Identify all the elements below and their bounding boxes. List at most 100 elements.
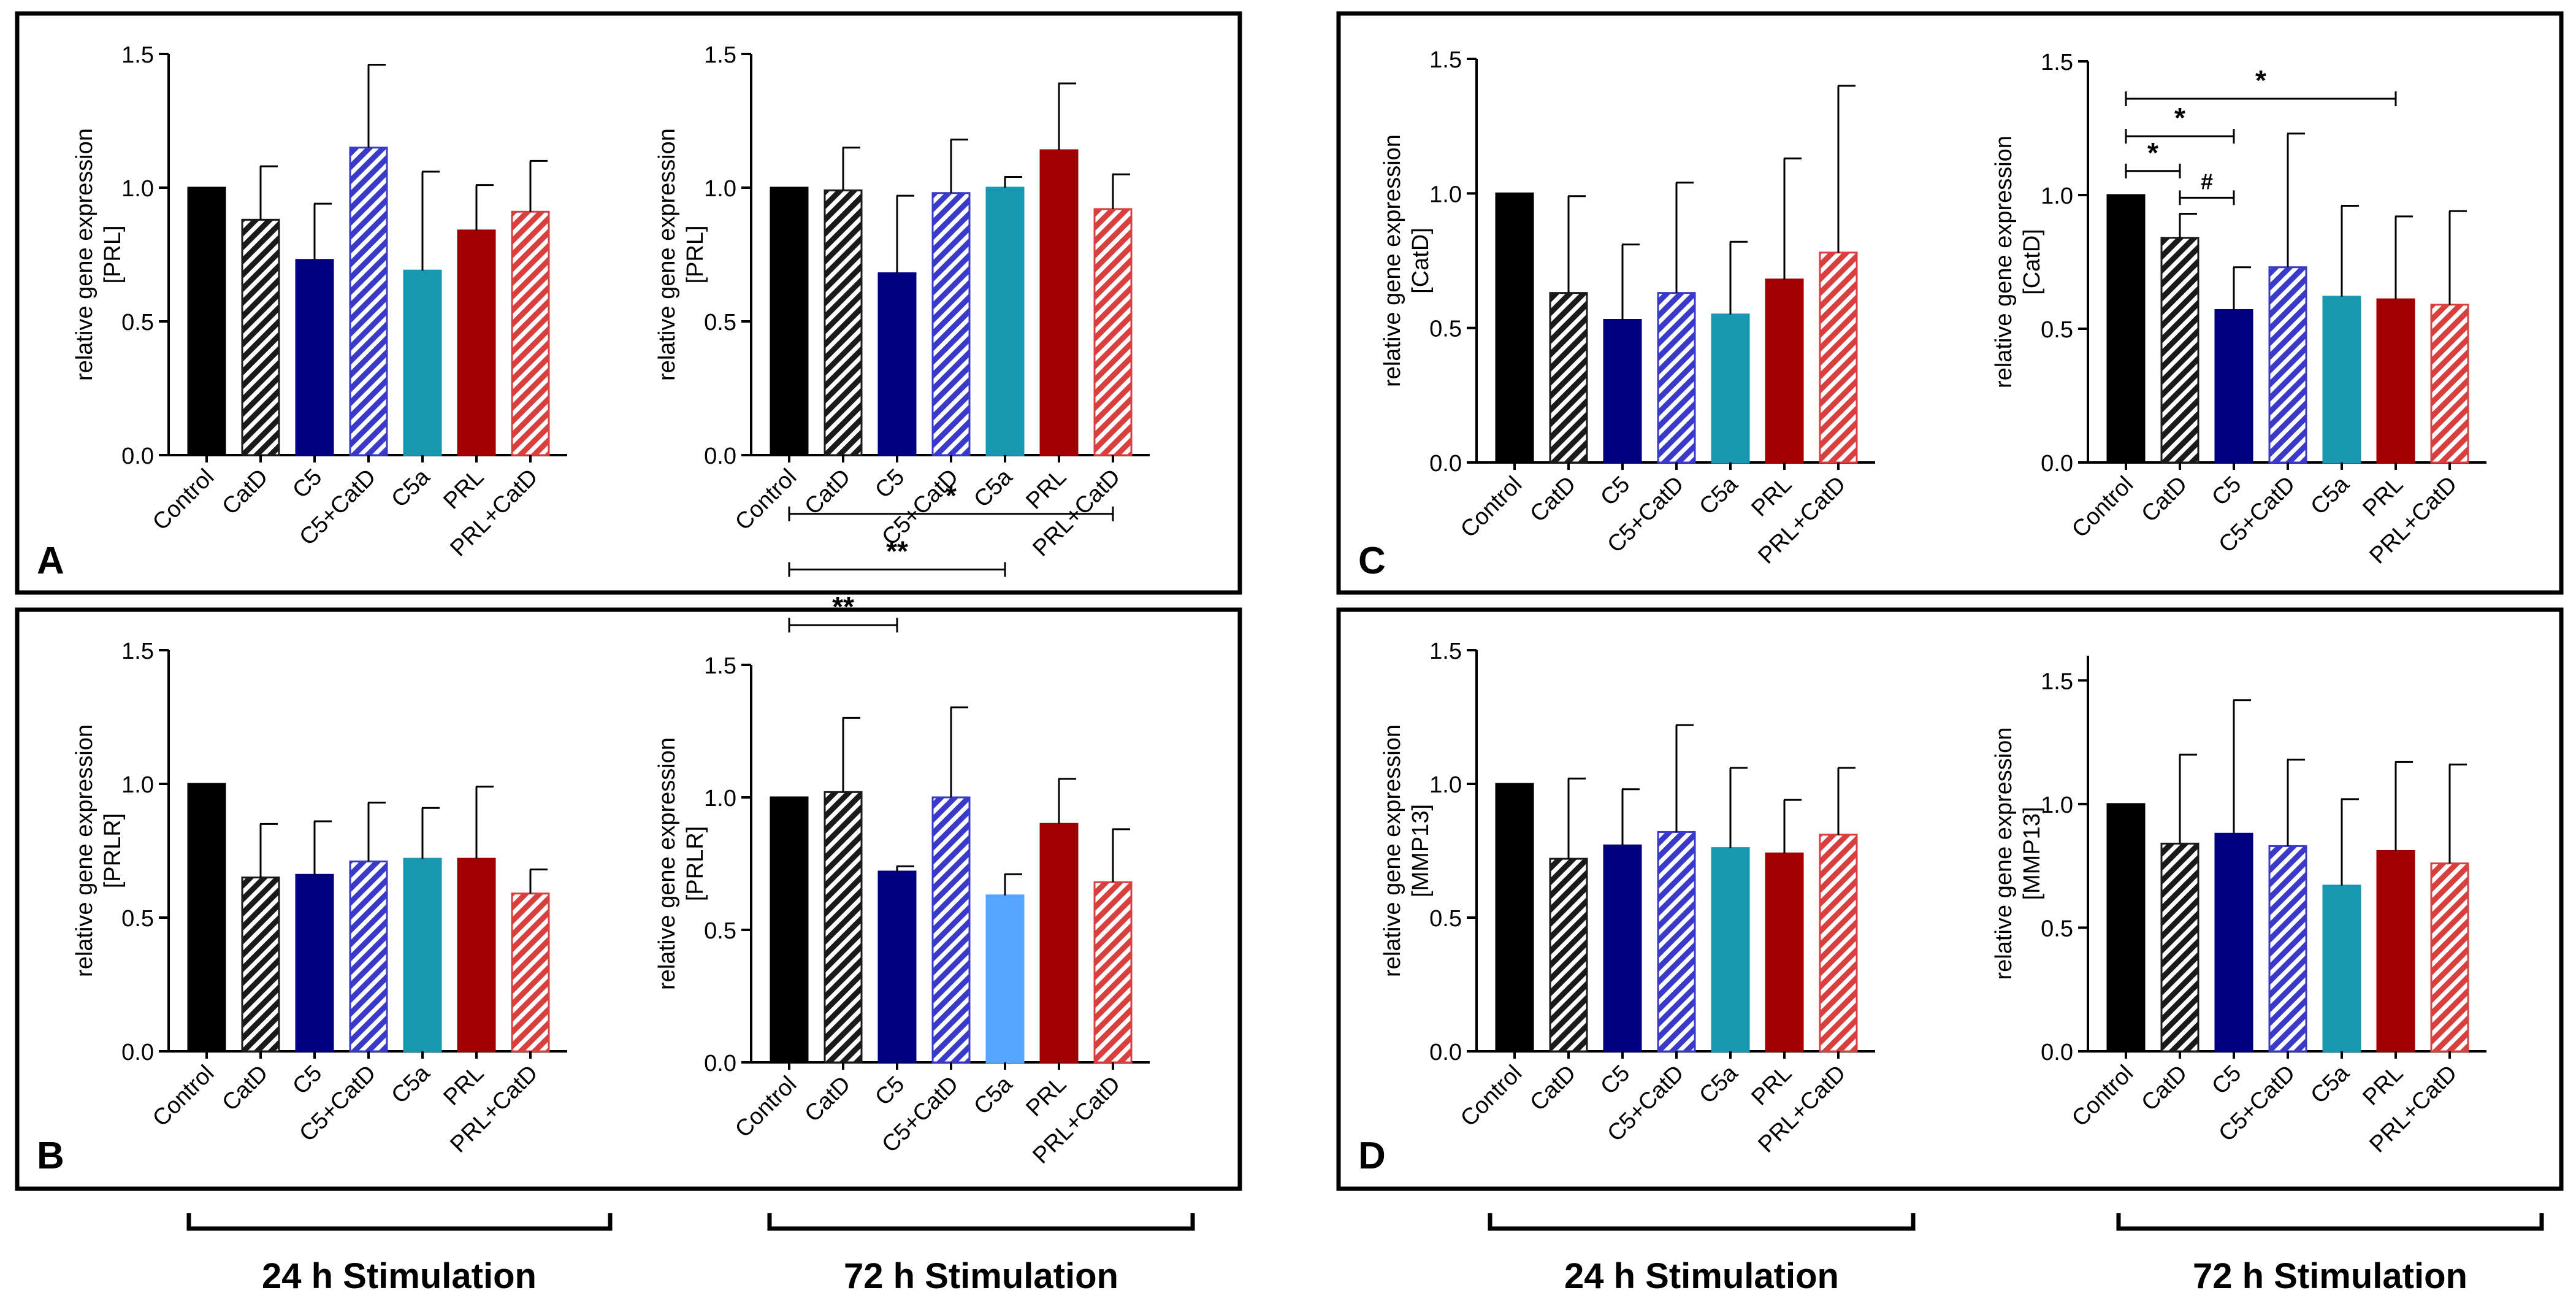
y-tick-label: 0.5 — [2041, 317, 2073, 343]
x-tick-label: CatD — [1525, 472, 1581, 527]
bar-prl — [1765, 278, 1804, 464]
chart-b-72h: 0.0 0.5 1.0 1.5 relative gene expression [PRL… — [654, 480, 1150, 1169]
bar-control — [2106, 803, 2146, 1053]
y-axis-title-line1: relative gene expression — [72, 128, 97, 381]
significance-label: * — [2147, 137, 2158, 169]
x-tick-label: C5a — [2306, 1060, 2355, 1109]
y-tick-label: 0.5 — [1429, 906, 1462, 932]
y-tick-label: 0.0 — [1429, 451, 1462, 477]
panel-frame-c — [1336, 11, 2564, 595]
x-tick-label: C5a — [2306, 471, 2355, 520]
bar-c5a — [2322, 884, 2361, 1053]
chart-c-72h: 0.0 0.5 1.0 1.5 relative gene expression [Cat… — [1991, 50, 2486, 569]
bar-prl — [1039, 149, 1079, 456]
y-tick-label: 1.5 — [2041, 669, 2073, 694]
bar-control — [2106, 194, 2146, 464]
y-tick-label: 1.0 — [2041, 792, 2073, 818]
significance-label: * — [2255, 64, 2266, 96]
bar-prl-catd — [1819, 251, 1858, 464]
bar-prl — [457, 857, 496, 1053]
bar-catd — [824, 189, 863, 456]
chart-c-24h: 0.0 0.5 1.0 1.5 relative gene expression [Cat… — [1380, 47, 1875, 569]
y-tick-label: 0.5 — [2041, 916, 2073, 942]
y-tick-label: 0.0 — [1429, 1040, 1462, 1065]
chart-d-24h: 0.0 0.5 1.0 1.5 relative gene expression [MMP… — [1380, 639, 1875, 1158]
bar-prl — [1765, 852, 1804, 1053]
x-tick-label: C5 — [288, 1061, 327, 1100]
y-axis-title: relative gene expression [CatD] — [1380, 134, 1434, 387]
time-bracket-2 — [767, 1213, 1195, 1231]
bar-c5a — [1711, 313, 1750, 464]
bar-c5a — [2322, 296, 2361, 464]
bar-c5a — [403, 269, 442, 456]
y-axis-title-line2: [PRL] — [100, 225, 126, 283]
bar-catd — [1549, 857, 1588, 1053]
panel-letter-d: D — [1358, 1135, 1386, 1177]
x-tick-label: CatD — [217, 1061, 273, 1116]
x-tick-label: C5a — [1694, 1060, 1743, 1109]
bar-prl-catd — [2430, 304, 2469, 464]
bar-prl-catd — [2430, 862, 2469, 1053]
y-axis-title: relative gene expression [PRL] — [654, 128, 708, 381]
x-tick-label: C5 — [870, 1072, 909, 1111]
bar-catd — [2160, 237, 2200, 464]
bar-control — [1495, 192, 1534, 464]
y-tick-label: 0.0 — [704, 443, 736, 469]
x-tick-label: Control — [148, 1061, 219, 1132]
x-tick-label: C5 — [1596, 1061, 1635, 1100]
chart-a-72h: 0.0 0.5 1.0 1.5 relative gene expression [PRL… — [654, 42, 1150, 562]
x-tick-label: C5 — [2207, 1061, 2246, 1100]
bar-catd — [241, 218, 280, 456]
y-tick-label: 0.5 — [704, 918, 736, 944]
chart-b-24h: 0.0 0.5 1.0 1.5 relative gene expression [PRL… — [72, 639, 567, 1158]
bar-c5 — [2214, 309, 2253, 464]
y-axis-title-line1: relative gene expression — [654, 128, 680, 381]
significance-label: * — [2174, 102, 2185, 134]
bar-catd — [2160, 842, 2200, 1053]
x-tick-label: Control — [2067, 1061, 2138, 1132]
bar-c5 — [295, 873, 334, 1053]
x-tick-label: C5 — [2207, 472, 2246, 511]
bar-prl-catd — [511, 892, 550, 1053]
bar-control — [1495, 783, 1534, 1053]
y-axis-title-line2: [PRLR] — [682, 826, 708, 901]
y-tick-label: 0.0 — [121, 443, 154, 469]
y-axis-title: relative gene expression [MMP13] — [1380, 724, 1434, 977]
bar-prl-catd — [1819, 834, 1858, 1053]
y-axis-title: relative gene expression [CatD] — [1991, 136, 2045, 388]
y-tick-label: 0.5 — [1429, 316, 1462, 342]
x-tick-label: Control — [730, 464, 801, 535]
y-tick-label: 1.0 — [121, 772, 154, 798]
bar-c5a — [985, 186, 1025, 456]
y-tick-label: 0.5 — [121, 310, 154, 336]
bar-c5a — [985, 894, 1025, 1064]
bar-c5 — [877, 870, 917, 1064]
y-axis-title-line2: [PRLR] — [100, 813, 126, 888]
bar-prl — [1039, 823, 1079, 1064]
bar-control — [770, 186, 809, 456]
bar-c5-catd — [2268, 266, 2307, 464]
x-tick-label: C5a — [386, 464, 435, 513]
x-tick-label: CatD — [2136, 472, 2192, 527]
y-tick-label: 1.0 — [1429, 182, 1462, 207]
x-tick-label: CatD — [217, 464, 273, 520]
x-tick-label: CatD — [800, 464, 855, 520]
y-tick-label: 1.0 — [1429, 772, 1462, 798]
y-axis-title: relative gene expression [PRL] — [72, 128, 126, 381]
panel-frame-a — [15, 11, 1242, 595]
x-tick-label: Control — [1456, 472, 1527, 543]
y-axis-title: relative gene expression [MMP13] — [1991, 727, 2045, 980]
x-tick-label: Control — [148, 464, 219, 535]
timepoint-label-3: 24 h Stimulation — [1564, 1256, 1839, 1296]
bar-c5-catd — [931, 796, 971, 1064]
y-axis-title-line1: relative gene expression — [72, 724, 97, 977]
significance-label: * — [946, 480, 957, 512]
y-tick-label: 1.5 — [1429, 47, 1462, 73]
x-tick-label: C5a — [386, 1060, 435, 1109]
x-tick-label: C5 — [1596, 472, 1635, 511]
y-axis-title-line2: [CatD] — [2019, 229, 2045, 295]
x-tick-label: Control — [2067, 472, 2138, 543]
y-tick-label: 0.0 — [2041, 1040, 2073, 1065]
x-tick-label: Control — [1456, 1061, 1527, 1132]
